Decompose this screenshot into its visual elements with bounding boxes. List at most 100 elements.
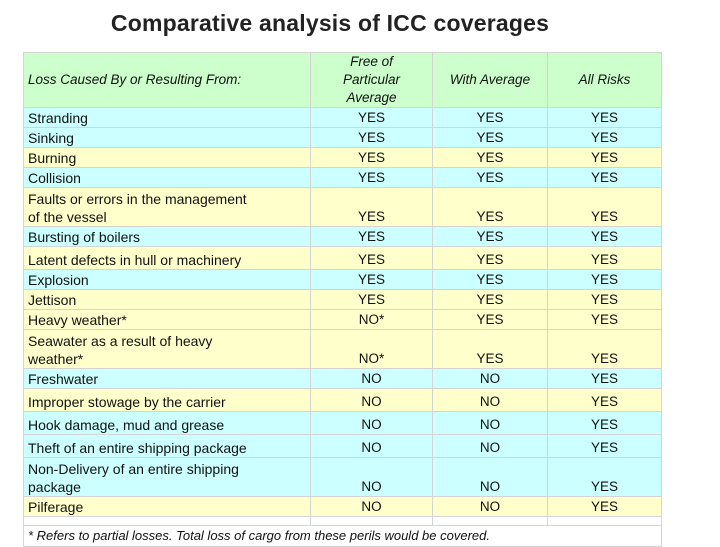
table-row: Bursting of boilers YES YES YES (23, 226, 662, 247)
fpa-value: YES (310, 147, 433, 168)
loss-cause-line1: Collision (28, 170, 81, 186)
loss-cause-line1: Stranding (28, 110, 88, 126)
loss-cause: Improper stowage by the carrier (23, 388, 311, 412)
all-risks-value: YES (547, 496, 662, 517)
loss-cause: Explosion (23, 269, 311, 290)
table-row: Improper stowage by the carrier NO NO YES (23, 388, 662, 412)
loss-cause-line1: Explosion (28, 272, 89, 288)
table-row: Theft of an entire shipping package NO NO Y… (23, 434, 662, 458)
all-risks-value: YES (547, 368, 662, 389)
loss-cause: Non-Delivery of an entire shipping packag… (23, 457, 311, 497)
all-risks-value: YES (547, 309, 662, 330)
loss-cause: Stranding (23, 107, 311, 128)
header-fpa-line3: Average (346, 90, 397, 105)
all-risks-value: YES (547, 388, 662, 412)
spacer-row (23, 516, 662, 526)
header-fpa: Free of Particular Average (310, 52, 433, 108)
table-row: Latent defects in hull or machinery YES YE… (23, 246, 662, 270)
loss-cause-line1: Freshwater (28, 371, 99, 387)
loss-cause-line1: Pilferage (28, 499, 84, 515)
fpa-value: NO* (310, 309, 433, 330)
with-average-value: NO (432, 457, 548, 497)
footnote: * Refers to partial losses. Total loss o… (23, 525, 662, 547)
header-fpa-line2: Particular (342, 72, 401, 87)
all-risks-value: YES (547, 147, 662, 168)
fpa-value: NO (310, 457, 433, 497)
loss-cause-line2: package (28, 479, 81, 495)
all-risks-value: YES (547, 107, 662, 128)
loss-cause-line1: Heavy weather* (28, 312, 127, 328)
all-risks-value: YES (547, 329, 662, 369)
fpa-value: NO (310, 411, 433, 435)
loss-cause-line1: Bursting of boilers (28, 229, 141, 245)
table-row: Heavy weather* NO* YES YES (23, 309, 662, 330)
with-average-value: YES (432, 329, 548, 369)
with-average-value: YES (432, 289, 548, 310)
with-average-value: NO (432, 496, 548, 517)
all-risks-value: YES (547, 269, 662, 290)
fpa-value: YES (310, 269, 433, 290)
table-row: Faults or errors in the management of the… (23, 187, 662, 227)
all-risks-value: YES (547, 289, 662, 310)
table-row: Burning YES YES YES (23, 147, 662, 168)
with-average-value: NO (432, 411, 548, 435)
loss-cause: Seawater as a result of heavy weather* (23, 329, 311, 369)
loss-cause: Heavy weather* (23, 309, 311, 330)
all-risks-value: YES (547, 411, 662, 435)
with-average-value: NO (432, 388, 548, 412)
table-row: Jettison YES YES YES (23, 289, 662, 310)
loss-cause: Freshwater (23, 368, 311, 389)
loss-cause: Latent defects in hull or machinery (23, 246, 311, 270)
fpa-value: NO (310, 434, 433, 458)
fpa-value: YES (310, 167, 433, 188)
fpa-value: YES (310, 226, 433, 247)
loss-cause: Collision (23, 167, 311, 188)
table-body: Stranding YES YES YES Sinking YES YES YES Burnin… (23, 107, 662, 517)
loss-cause-line1: Theft of an entire shipping package (28, 440, 247, 456)
fpa-value: YES (310, 107, 433, 128)
with-average-value: NO (432, 434, 548, 458)
fpa-value: YES (310, 246, 433, 270)
table-row: Seawater as a result of heavy weather* NO*… (23, 329, 662, 369)
all-risks-value: YES (547, 226, 662, 247)
table-row: Pilferage NO NO YES (23, 496, 662, 517)
loss-cause-line1: Faults or errors in the management (28, 191, 247, 207)
all-risks-value: YES (547, 457, 662, 497)
loss-cause-line2: of the vessel (28, 209, 107, 225)
loss-cause-line1: Latent defects in hull or machinery (28, 252, 242, 268)
page-title: Comparative analysis of ICC coverages (110, 10, 550, 36)
with-average-value: YES (432, 309, 548, 330)
loss-cause: Pilferage (23, 496, 311, 517)
table-row: Freshwater NO NO YES (23, 368, 662, 389)
loss-cause-line1: Seawater as a result of heavy (28, 333, 213, 349)
table-row: Explosion YES YES YES (23, 269, 662, 290)
table-row: Sinking YES YES YES (23, 127, 662, 148)
header-row: Loss Caused By or Resulting From: Free o… (23, 52, 662, 108)
fpa-value: YES (310, 127, 433, 148)
loss-cause: Hook damage, mud and grease (23, 411, 311, 435)
loss-cause-line1: Hook damage, mud and grease (28, 417, 225, 433)
all-risks-value: YES (547, 127, 662, 148)
with-average-value: YES (432, 269, 548, 290)
fpa-value: NO (310, 496, 433, 517)
with-average-value: NO (432, 368, 548, 389)
with-average-value: YES (432, 127, 548, 148)
loss-cause: Faults or errors in the management of the… (23, 187, 311, 227)
header-loss: Loss Caused By or Resulting From: (23, 52, 311, 108)
table-row: Stranding YES YES YES (23, 107, 662, 128)
loss-cause: Sinking (23, 127, 311, 148)
loss-cause-line1: Improper stowage by the carrier (28, 394, 226, 410)
loss-cause: Bursting of boilers (23, 226, 311, 247)
header-fpa-line1: Free of (350, 54, 393, 69)
fpa-value: YES (310, 187, 433, 227)
fpa-value: NO (310, 388, 433, 412)
table-row: Non-Delivery of an entire shipping packag… (23, 457, 662, 497)
all-risks-value: YES (547, 167, 662, 188)
loss-cause: Jettison (23, 289, 311, 310)
footnote-row: * Refers to partial losses. Total loss o… (23, 525, 662, 547)
loss-cause-line1: Burning (28, 150, 77, 166)
header-all-risks: All Risks (547, 52, 662, 108)
all-risks-value: YES (547, 187, 662, 227)
loss-cause: Burning (23, 147, 311, 168)
all-risks-value: YES (547, 434, 662, 458)
